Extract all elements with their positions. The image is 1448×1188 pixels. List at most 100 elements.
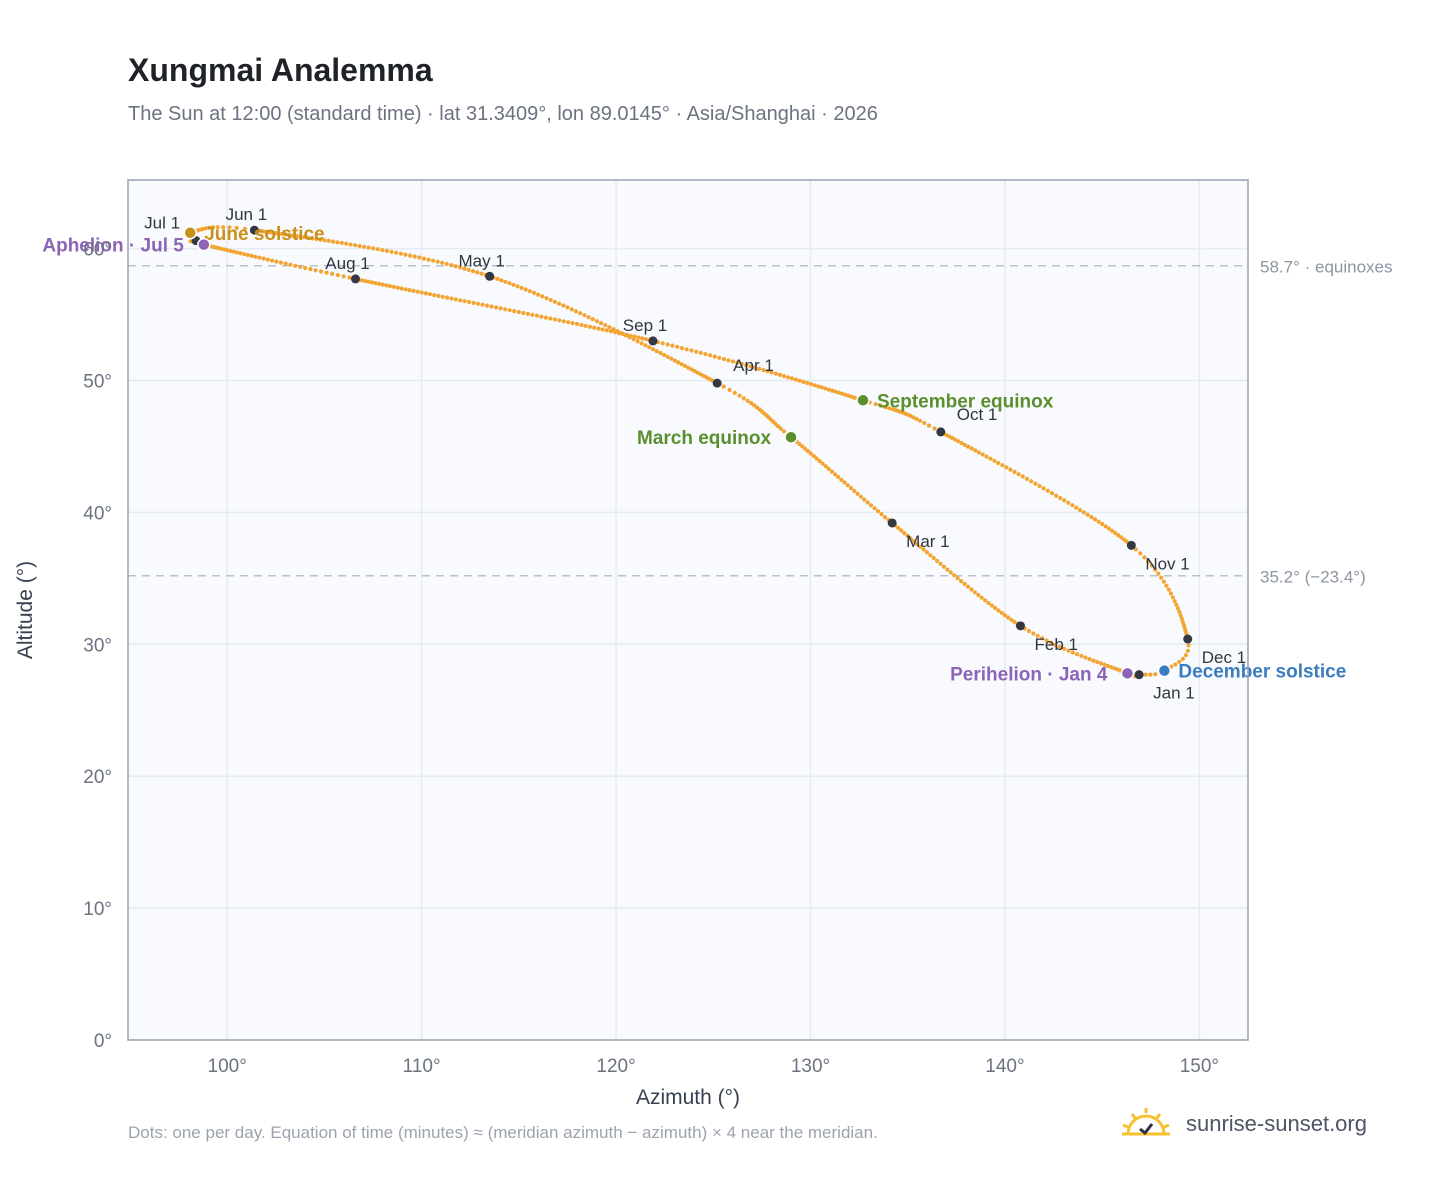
daily-sun-dot — [596, 326, 601, 331]
daily-sun-dot — [1054, 493, 1059, 498]
daily-sun-dot — [1106, 526, 1111, 531]
daily-sun-dot — [600, 327, 605, 332]
daily-sun-dot — [573, 309, 579, 314]
daily-sun-dot — [918, 544, 923, 549]
sun-logo-icon — [1122, 1108, 1170, 1136]
daily-sun-dot — [1164, 583, 1169, 588]
daily-sun-dot — [426, 257, 431, 262]
month-label: Jun 1 — [226, 205, 268, 224]
daily-sun-dot — [647, 345, 652, 350]
daily-sun-dot — [712, 354, 717, 359]
daily-sun-dot — [672, 358, 677, 363]
x-tick-label: 130° — [791, 1056, 830, 1077]
daily-sun-dot — [689, 348, 694, 353]
daily-sun-dot — [852, 488, 857, 494]
daily-sun-dot — [931, 555, 936, 561]
daily-sun-dot — [703, 352, 708, 357]
daily-sun-dot — [265, 257, 270, 262]
daily-sun-dot — [527, 289, 532, 294]
daily-sun-dot — [363, 278, 368, 284]
daily-sun-dot — [531, 290, 537, 295]
daily-sun-dot — [983, 598, 988, 603]
daily-sun-dot — [279, 231, 285, 237]
daily-sun-dot — [238, 251, 243, 256]
brand-logo[interactable]: sunrise-sunset.org — [1120, 1102, 1367, 1146]
chart-subtitle: The Sun at 12:00 (standard time) · lat 3… — [128, 103, 878, 125]
daily-sun-dot — [993, 605, 998, 611]
daily-sun-dot — [235, 250, 240, 255]
daily-sun-dot — [662, 352, 667, 358]
daily-sun-dot — [1170, 595, 1175, 600]
daily-sun-dot — [1016, 472, 1021, 477]
daily-sun-dot — [955, 576, 960, 581]
daily-sun-dot — [918, 418, 923, 423]
daily-sun-dot — [819, 385, 824, 390]
daily-sun-dot — [234, 225, 239, 231]
daily-sun-dot — [331, 239, 336, 244]
daily-sun-dot — [984, 454, 989, 459]
daily-sun-dot — [808, 382, 814, 387]
daily-sun-dot — [803, 446, 808, 451]
daily-sun-dot — [380, 282, 385, 287]
daily-sun-dot — [732, 390, 737, 395]
daily-sun-dot — [833, 472, 838, 477]
daily-sun-dot — [676, 360, 681, 365]
daily-sun-dot — [566, 320, 571, 325]
daily-sun-dot — [620, 331, 626, 337]
daily-sun-dot — [1100, 521, 1105, 527]
daily-sun-dot — [1096, 519, 1101, 524]
daily-sun-dot — [330, 271, 335, 276]
daily-sun-dot — [341, 274, 346, 279]
daily-sun-dot — [839, 477, 844, 482]
daily-sun-dot — [458, 298, 463, 303]
daily-sun-dot — [449, 296, 454, 301]
reference-line-label: 35.2° (−23.4°) — [1260, 568, 1366, 587]
daily-sun-dot — [969, 446, 974, 451]
daily-sun-dot — [557, 318, 562, 323]
daily-sun-dot — [479, 271, 484, 276]
daily-sun-dot — [636, 335, 641, 340]
daily-sun-dot — [830, 388, 835, 393]
daily-sun-dot — [865, 500, 870, 505]
daily-sun-dot — [293, 263, 298, 268]
daily-sun-dot — [1153, 672, 1158, 677]
daily-sun-dot — [1066, 500, 1071, 505]
month-label: Dec 1 — [1202, 648, 1246, 667]
daily-sun-dot — [862, 497, 867, 502]
daily-sun-dot — [507, 308, 512, 313]
daily-sun-dot — [543, 315, 549, 320]
month-label: Feb 1 — [1035, 635, 1078, 654]
daily-sun-dot — [512, 309, 517, 314]
daily-sun-dot — [1103, 524, 1108, 529]
daily-sun-dot — [777, 372, 783, 377]
daily-sun-dot — [427, 292, 433, 297]
daily-sun-dot — [1142, 555, 1147, 560]
daily-sun-dot — [945, 567, 950, 572]
daily-sun-dot — [833, 389, 838, 394]
daily-sun-dot — [805, 449, 811, 454]
apsis-marker — [197, 237, 211, 252]
plot-area — [128, 180, 1248, 1040]
daily-sun-dot — [1095, 659, 1100, 665]
daily-sun-dot — [979, 595, 984, 600]
daily-sun-dot — [1172, 599, 1177, 604]
daily-sun-dot — [1033, 481, 1038, 486]
daily-sun-dot — [1066, 648, 1071, 653]
daily-sun-dot — [371, 246, 376, 251]
daily-sun-dot — [826, 387, 831, 392]
daily-sun-dot — [270, 258, 275, 263]
daily-sun-dot — [444, 261, 449, 267]
daily-sun-dot — [808, 451, 813, 456]
daily-sun-dot — [976, 592, 981, 598]
daily-sun-dot — [408, 253, 413, 258]
daily-sun-dot — [306, 235, 311, 240]
daily-sun-dot — [996, 608, 1001, 613]
apsis-label: Perihelion · Jan 4 — [950, 664, 1108, 685]
daily-sun-dot — [1146, 559, 1151, 564]
daily-sun-dot — [778, 426, 783, 431]
daily-sun-dot — [1179, 616, 1184, 621]
equinox-marker — [784, 430, 798, 444]
daily-sun-dot — [670, 343, 675, 348]
daily-sun-dot — [749, 401, 754, 406]
